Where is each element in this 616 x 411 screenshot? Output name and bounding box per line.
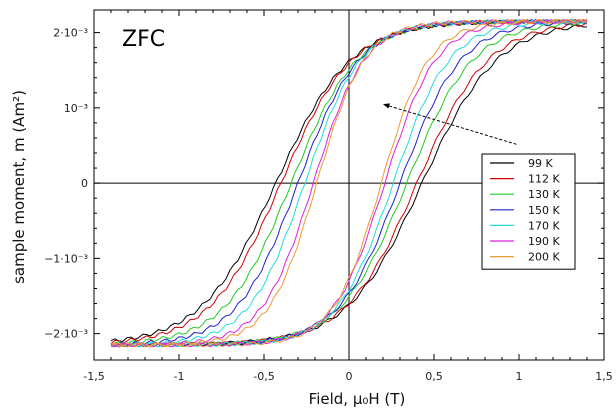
legend-label: 170 K (528, 219, 560, 232)
x-tick-label: 1,5 (595, 370, 613, 383)
legend-label: 190 K (528, 235, 560, 248)
x-tick-label: 1 (516, 370, 523, 383)
legend: 99 K 112 K 130 K 150 K 170 K 190 K 200 K (481, 153, 576, 270)
series-line-descending (110, 18, 588, 347)
legend-label: 99 K (528, 157, 553, 170)
y-tick-label: −1·10⁻³ (44, 252, 88, 265)
y-axis-title: sample moment, m (Am²) (10, 90, 28, 284)
legend-label: 112 K (528, 173, 560, 186)
legend-box (481, 153, 576, 270)
series-line-ascending (110, 19, 588, 348)
panel-label: ZFC (122, 27, 165, 52)
y-tick-label: 10⁻³ (64, 102, 88, 115)
arrow-line (382, 103, 517, 145)
y-tick-label: −2·10⁻³ (44, 328, 88, 341)
series-line-descending (110, 18, 588, 348)
axis-ticks: -1,5 -1 -0,5 0 0,5 1 1,5 −2·10⁻³ −1·10⁻³ 0 10⁻³ 2·1… (44, 10, 613, 383)
arrow-head (383, 103, 390, 109)
x-tick-label: 0 (346, 370, 353, 383)
legend-label: 200 K (528, 251, 560, 264)
y-tick-label: 0 (81, 177, 88, 190)
x-axis-title: Field, μ₀H (T) (309, 390, 406, 408)
series-line-descending (110, 18, 588, 347)
x-tick-label: -0,5 (253, 370, 274, 383)
legend-label: 130 K (528, 188, 560, 201)
arrow-annotation (382, 103, 517, 145)
x-tick-label: 0,5 (425, 370, 443, 383)
series-line-ascending (110, 19, 588, 348)
y-tick-label: 2·10⁻³ (53, 27, 88, 40)
x-tick-label: -1,5 (83, 370, 104, 383)
legend-label: 150 K (528, 204, 560, 217)
x-tick-label: -1 (174, 370, 185, 383)
hysteresis-curves (110, 18, 588, 348)
series-loop (110, 18, 588, 348)
